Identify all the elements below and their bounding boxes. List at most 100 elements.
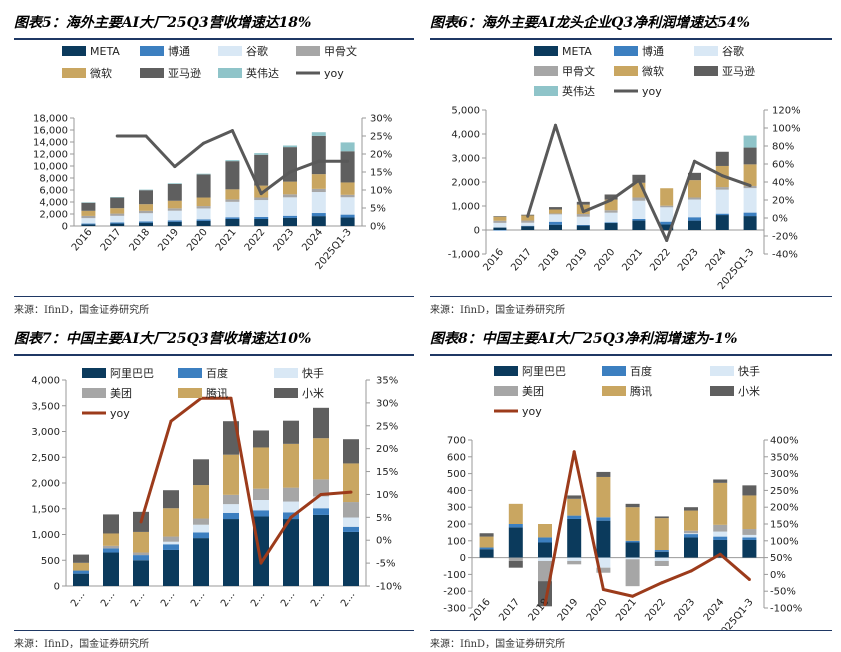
bar-segment [596, 476, 611, 518]
y2-tick-label: 300% [770, 469, 799, 480]
y2-tick-label: 350% [770, 452, 799, 463]
bar-segment [713, 479, 728, 483]
y-tick-label: 100 [447, 536, 466, 547]
x-tick-label: 2… [219, 589, 237, 609]
y2-tick-label: 100% [772, 124, 801, 135]
bar-segment [625, 542, 640, 558]
y-tick-label: 14,000 [33, 138, 68, 149]
bar-segment [193, 485, 209, 519]
bar-segment [340, 142, 355, 152]
y-tick-label: 4,000 [31, 376, 60, 387]
bar-segment [684, 507, 698, 511]
yoy-point [572, 450, 576, 454]
y2-tick-label: 100% [770, 536, 799, 547]
bar-segment [660, 221, 674, 225]
bar-segment [81, 224, 96, 226]
bar-segment [742, 537, 757, 540]
y2-tick-label: 150% [770, 520, 799, 531]
bar-segment [283, 181, 297, 195]
chart-7-svg: 0 500 1,000 1,500 2,000 2,500 3,000 3,500 4,000 -… [31, 366, 401, 609]
x-tick-label: 2… [129, 589, 147, 609]
bar-segment [684, 533, 698, 535]
y-tick-label: 4,000 [39, 198, 68, 209]
legend-swatch [614, 66, 638, 76]
bar-segment [283, 487, 299, 502]
y2-tick-label: 0% [772, 214, 788, 225]
bar-segment [596, 567, 611, 573]
y-tick-label: 18,000 [33, 114, 68, 125]
y2-tick-label: 0% [376, 536, 392, 547]
bar-segment [223, 421, 239, 455]
bar-segment [688, 217, 701, 221]
bar-segment [313, 508, 329, 515]
bar-segment [538, 542, 552, 558]
chart-source: 来源：IfinD，国金证券研究所 [430, 630, 832, 651]
legend-label: 英伟达 [562, 84, 595, 98]
bar-segment [311, 192, 326, 214]
legend-label: 甲骨文 [562, 64, 595, 78]
yoy-point [346, 159, 350, 163]
x-tick-label: 2021 [214, 227, 239, 254]
bar-segment [139, 221, 153, 223]
legend-label: 腾讯 [630, 384, 652, 398]
bar-segment [254, 154, 269, 186]
bar-segment [625, 507, 640, 541]
bar-segment [743, 212, 757, 217]
bar-segment [538, 524, 552, 538]
legend-label: 博通 [642, 45, 664, 58]
legend-swatch [82, 388, 106, 398]
y-tick-label: 2,000 [39, 210, 68, 221]
bar-segment [684, 537, 698, 558]
y-tick-label: 300 [447, 503, 466, 514]
bar-segment [343, 502, 359, 518]
yoy-point [543, 603, 547, 607]
bar-segment [110, 208, 125, 214]
x-tick-label: 2020 [585, 597, 610, 624]
x-tick-label: 2022 [243, 227, 268, 254]
legend-swatch [296, 46, 320, 56]
bar-segment [660, 230, 674, 231]
y-tick-label: 12,000 [33, 150, 68, 161]
y2-tick-label: 250% [770, 486, 799, 497]
bar-segment [139, 204, 153, 211]
bar-segment [196, 206, 211, 209]
legend-swatch [534, 46, 558, 56]
bar-segment [538, 557, 552, 561]
y2-tick-label: -100% [770, 604, 802, 615]
x-tick-label: 2023 [676, 247, 701, 274]
legend-swatch [614, 46, 638, 56]
bar-segment [139, 210, 153, 214]
bar-segment [311, 188, 326, 193]
bar-segment [196, 173, 211, 175]
y-tick-label: 8,000 [39, 174, 68, 185]
yoy-point [554, 123, 557, 127]
bar-segment [193, 524, 209, 533]
bar-segment [283, 194, 297, 198]
bar-segment [479, 549, 494, 558]
bar-segment [340, 197, 355, 215]
bar-segment [253, 430, 269, 448]
x-tick-label: 2023 [272, 227, 297, 254]
y2-tick-label: -20% [772, 232, 798, 243]
bar-segment [254, 153, 269, 155]
bar-segment [73, 573, 89, 586]
bar-segment [715, 213, 729, 216]
y2-tick-label: 25% [376, 421, 398, 432]
y-tick-label: 0 [54, 582, 60, 593]
x-tick-label: 2018 [537, 247, 562, 274]
legend-swatch [710, 386, 734, 396]
bar-segment [625, 559, 640, 587]
bar-segment [103, 514, 119, 534]
yoy-point [202, 141, 206, 145]
bar-segment [688, 220, 701, 230]
bar-segment [253, 447, 269, 489]
yoy-point [747, 577, 751, 581]
x-tick-label: 2023 [673, 597, 698, 624]
legend-label: 快手 [738, 364, 760, 378]
bar-segment [254, 219, 269, 226]
bar-segment [538, 560, 552, 582]
chart-source: 来源：IfinD，国金证券研究所 [430, 296, 832, 317]
bar-segment [103, 545, 119, 549]
legend-swatch [602, 366, 626, 376]
legend-label: yoy [324, 67, 344, 80]
